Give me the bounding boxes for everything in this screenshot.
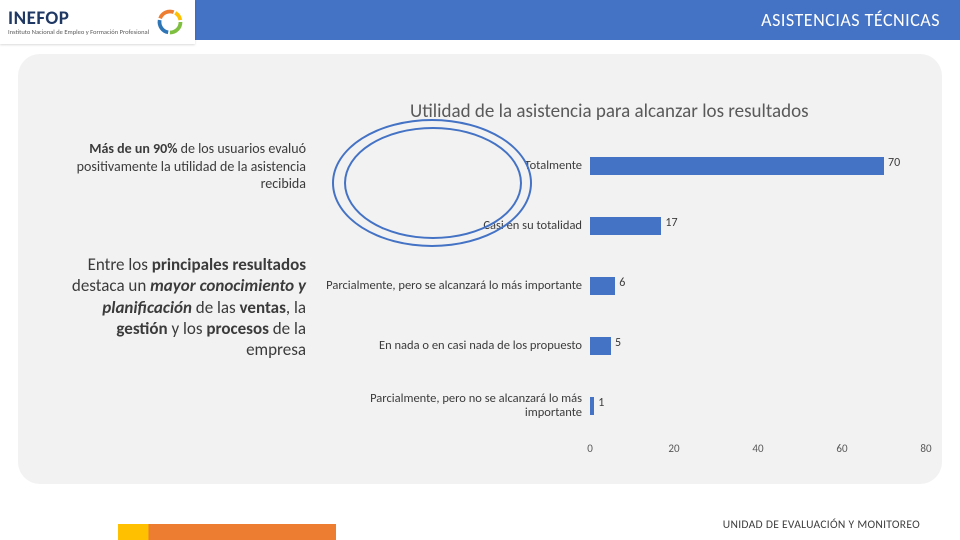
chart-row-label: Parcialmente, pero no se alcanzará lo má… — [320, 392, 590, 420]
logo: INEFOP Instituto Nacional de Empleo y Fo… — [0, 0, 195, 44]
chart-bar — [590, 277, 615, 295]
p2-f: ventas — [240, 297, 286, 318]
chart-bar-cell: 5 — [590, 337, 926, 355]
chart-bar-value: 17 — [665, 216, 677, 230]
chart-x-tick: 20 — [668, 442, 679, 455]
header-title: ASISTENCIAS TÉCNICAS — [761, 9, 940, 31]
chart-bar-cell: 6 — [590, 277, 926, 295]
chart-row-label: En nada o en casi nada de los propuesto — [320, 339, 590, 353]
logo-name: INEFOP — [8, 9, 149, 28]
chart-bar — [590, 337, 611, 355]
annotation-circle — [344, 127, 522, 239]
chart-row-label: Parcialmente, pero se alcanzará lo más i… — [320, 279, 590, 293]
side-p1-bold: Más de un 90% — [89, 140, 180, 157]
footer-note: UNIDAD DE EVALUACIÓN Y MONITOREO — [723, 518, 920, 532]
chart-bar-value: 5 — [615, 336, 621, 350]
chart-row: Parcialmente, pero se alcanzará lo más i… — [320, 256, 935, 316]
chart-bar-cell: 17 — [590, 217, 926, 235]
chart-x-tick: 80 — [920, 442, 931, 455]
chart-bar — [590, 217, 661, 235]
footer-accent-bar — [118, 524, 336, 540]
chart-title: Utilidad de la asistencia para alcanzar … — [410, 100, 960, 123]
logo-subtitle: Instituto Nacional de Empleo y Formación… — [8, 29, 149, 36]
p2-j: procesos — [206, 318, 272, 339]
chart-bar — [590, 397, 594, 415]
chart-row: En nada o en casi nada de los propuesto 5 — [320, 316, 935, 376]
p2-e: de las — [196, 297, 240, 318]
p2-a: Entre los — [88, 254, 152, 275]
chart-x-tick: 40 — [752, 442, 763, 455]
chart-bar-cell: 70 — [590, 157, 926, 175]
chart-row: Parcialmente, pero no se alcanzará lo má… — [320, 376, 935, 436]
chart-bar-value: 70 — [888, 156, 900, 170]
side-paragraph-2: Entre los principales resultados destaca… — [70, 254, 306, 360]
chart-bar — [590, 157, 884, 175]
chart-x-tick: 0 — [587, 442, 593, 455]
side-paragraph-1: Más de un 90% de los usuarios evaluó pos… — [70, 140, 306, 193]
logo-swirl-icon — [155, 7, 185, 37]
p2-i: y los — [171, 318, 206, 339]
chart-bar-value: 1 — [598, 396, 604, 410]
chart-x-tick: 60 — [836, 442, 847, 455]
p2-h: gestión — [116, 318, 171, 339]
chart-bar-value: 6 — [619, 276, 625, 290]
p2-g: , la — [286, 297, 306, 318]
chart-bar-cell: 1 — [590, 397, 926, 415]
slide-body: Utilidad de la asistencia para alcanzar … — [18, 54, 942, 484]
p2-b: principales resultados — [152, 254, 306, 275]
logo-text-block: INEFOP Instituto Nacional de Empleo y Fo… — [8, 9, 149, 36]
p2-c: destaca un — [72, 275, 150, 296]
